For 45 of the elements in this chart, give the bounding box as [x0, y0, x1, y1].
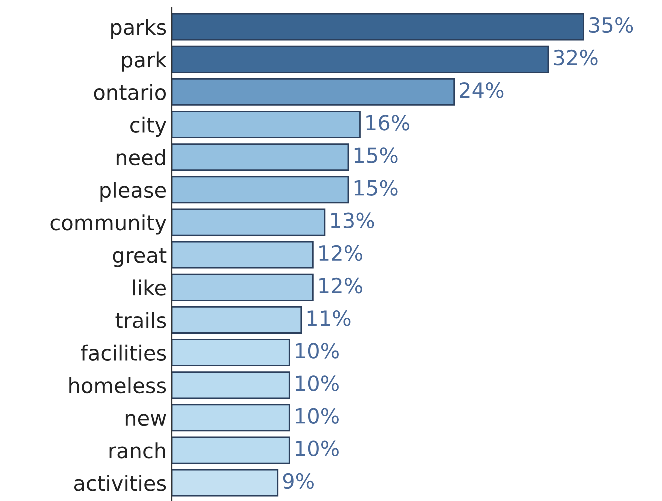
- data-label: 15%: [354, 148, 398, 164]
- data-label: 13%: [331, 212, 374, 229]
- bar: [172, 339, 290, 367]
- y-tick-label: need: [116, 149, 166, 166]
- data-label: 16%: [366, 115, 410, 131]
- bar: [172, 241, 314, 269]
- y-tick-label: parks: [112, 19, 166, 40]
- y-tick-label: city: [130, 116, 167, 138]
- y-tick-label: community: [50, 214, 167, 235]
- data-label: 12%: [320, 278, 362, 294]
- y-tick-label: ontario: [94, 84, 166, 100]
- y-tick-label: homeless: [70, 377, 166, 394]
- bar: [172, 208, 326, 236]
- data-label: 11%: [308, 310, 351, 326]
- bar: [172, 372, 290, 400]
- data-label: 10%: [296, 376, 339, 392]
- bar: [172, 13, 584, 41]
- bar: [172, 404, 290, 432]
- bar: [172, 274, 314, 302]
- y-tick-label: like: [133, 280, 166, 296]
- bar: [172, 144, 350, 172]
- y-tick-label: new: [126, 414, 166, 426]
- bar: [172, 176, 350, 204]
- bar: [172, 306, 302, 334]
- bar: [172, 111, 361, 139]
- bar: [172, 46, 550, 74]
- y-tick-label: facilities: [81, 344, 166, 362]
- data-label: 10%: [296, 408, 339, 424]
- bar: [172, 78, 456, 106]
- data-label: 10%: [296, 343, 339, 359]
- y-tick-label: great: [113, 248, 167, 268]
- y-tick-label: park: [122, 52, 168, 72]
- data-label: 10%: [296, 440, 339, 457]
- data-label: 32%: [554, 50, 598, 66]
- data-label: 24%: [460, 82, 504, 98]
- y-tick-label: please: [100, 182, 166, 202]
- bar: [172, 436, 290, 464]
- bar: [172, 469, 279, 497]
- data-label: 15%: [354, 180, 398, 196]
- y-tick-label: activities: [74, 475, 166, 492]
- data-label: 9%: [283, 473, 314, 490]
- y-tick-label: trails: [116, 312, 166, 328]
- data-label: 12%: [320, 245, 362, 262]
- data-label: 35%: [590, 17, 634, 34]
- y-tick-label: ranch: [110, 442, 166, 459]
